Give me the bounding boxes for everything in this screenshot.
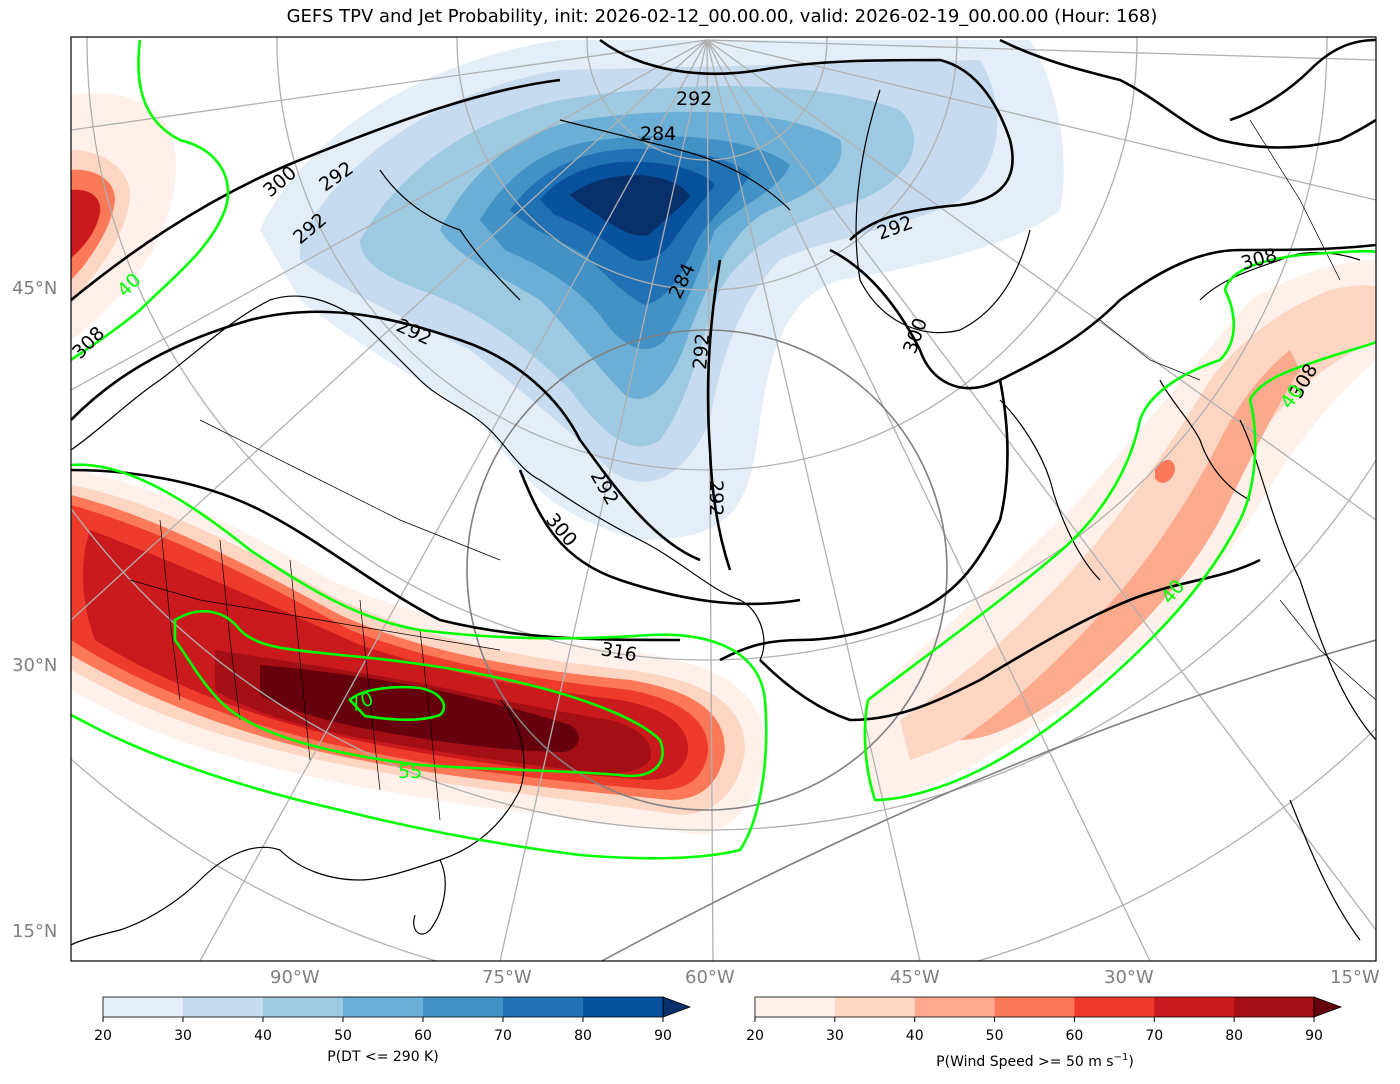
lon-label-30w: 30°W xyxy=(1104,967,1154,988)
theta-label-292-center: 292 xyxy=(689,332,714,370)
reference-circles xyxy=(466,329,1376,961)
jet-colorbar-cell xyxy=(1234,997,1315,1017)
map-title: GEFS TPV and Jet Probability, init: 2026… xyxy=(286,6,1158,27)
tpv-colorbar-tick-label: 90 xyxy=(654,1028,672,1044)
lon-label-60w: 60°W xyxy=(685,967,735,988)
jet-colorbar-tick-label: 30 xyxy=(826,1028,844,1044)
tpv-colorbar-cell xyxy=(343,997,424,1017)
coastlines xyxy=(71,89,1376,946)
tpv-colorbar-cell xyxy=(263,997,344,1017)
tpv-probability-field xyxy=(260,40,1064,540)
tpv-colorbar-tick-label: 80 xyxy=(574,1028,592,1044)
jet-colorbar-tick-label: 20 xyxy=(746,1028,764,1044)
lat-label-45n: 45°N xyxy=(12,278,57,299)
tpv-colorbar-cell xyxy=(583,997,664,1017)
jet-colorbar-tick-label: 70 xyxy=(1145,1028,1163,1044)
theta-label-292-north: 292 xyxy=(676,88,712,110)
jet-contours xyxy=(71,39,1376,860)
lon-label-45w: 45°W xyxy=(890,967,940,988)
jet-colorbar-tick-label: 50 xyxy=(986,1028,1004,1044)
jet-colorbar-cell xyxy=(834,997,916,1017)
jet-colorbar-tick-label: 80 xyxy=(1225,1028,1243,1044)
lon-label-75w: 75°W xyxy=(482,967,532,988)
tpv-colorbar-tick-label: 20 xyxy=(94,1028,112,1044)
tpv-colorbar: 20 30 40 50 60 70 80 90 P(DT <= 290 K) xyxy=(94,996,692,1065)
graticule xyxy=(71,37,1376,961)
jet-colorbar-label: P(Wind Speed >= 50 m s−1) xyxy=(936,1052,1134,1070)
latitude-labels: 45°N 30°N 15°N xyxy=(12,278,57,942)
jet-colorbar-cell xyxy=(1154,997,1235,1017)
tpv-colorbar-cell xyxy=(183,997,264,1017)
jet-colorbar: 20 30 40 50 60 70 80 90 P(Wind Speed >= 50 m s−… xyxy=(746,996,1343,1070)
lon-label-15w: 15°W xyxy=(1330,967,1380,988)
political-borders xyxy=(129,119,1376,821)
jet-colorbar-tick-label: 90 xyxy=(1305,1028,1323,1044)
map-plot-area: 292 284 292 300 292 292 292 284 292 292 … xyxy=(71,37,1376,961)
tpv-colorbar-cell xyxy=(423,997,504,1017)
jet-colorbar-cell xyxy=(1074,997,1155,1017)
longitude-labels: 90°W 75°W 60°W 45°W 30°W 15°W xyxy=(270,967,1380,988)
theta-label-292-south: 292 xyxy=(705,480,727,516)
tpv-colorbar-cell xyxy=(503,997,584,1017)
lon-label-90w: 90°W xyxy=(270,967,320,988)
theta-label-284: 284 xyxy=(640,123,676,145)
jet-colorbar-cell xyxy=(914,997,996,1017)
jet-colorbar-tick-label: 60 xyxy=(1066,1028,1084,1044)
tpv-colorbar-tick-label: 30 xyxy=(174,1028,192,1044)
tpv-colorbar-cell xyxy=(103,997,184,1017)
tpv-colorbar-tick-label: 60 xyxy=(414,1028,432,1044)
lat-label-30n: 30°N xyxy=(12,655,57,676)
jet-colorbar-cell xyxy=(994,997,1075,1017)
tpv-colorbar-tick-label: 40 xyxy=(254,1028,272,1044)
lat-label-15n: 15°N xyxy=(12,921,57,942)
jet-label-55: 55 xyxy=(398,761,422,783)
map-frame xyxy=(70,36,1377,962)
tpv-colorbar-tick-label: 50 xyxy=(334,1028,352,1044)
tpv-colorbar-label: P(DT <= 290 K) xyxy=(327,1049,438,1065)
jet-colorbar-cell xyxy=(755,997,836,1017)
jet-colorbar-tick-label: 40 xyxy=(906,1028,924,1044)
tpv-colorbar-tick-label: 70 xyxy=(494,1028,512,1044)
